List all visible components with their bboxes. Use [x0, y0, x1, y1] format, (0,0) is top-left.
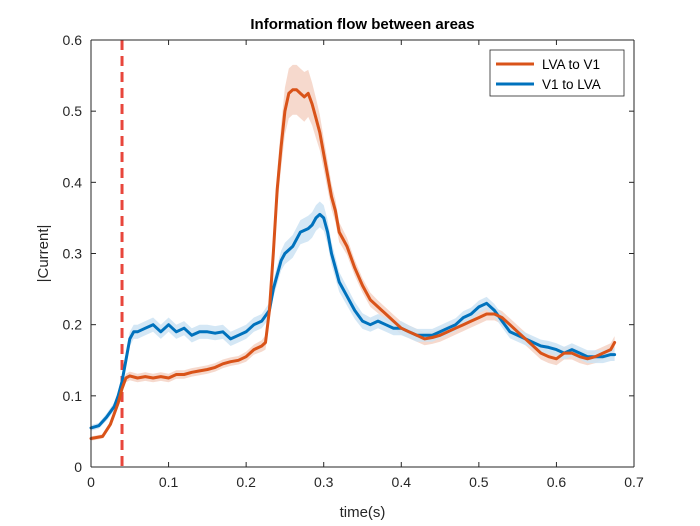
plot-area — [91, 40, 634, 467]
x-tick-label: 0.1 — [159, 474, 179, 490]
y-tick-label: 0.4 — [63, 174, 83, 190]
y-tick-label: 0.6 — [63, 32, 83, 48]
x-tick-label: 0.2 — [236, 474, 256, 490]
x-tick-label: 0.7 — [624, 474, 644, 490]
x-tick-label: 0.3 — [314, 474, 334, 490]
series-line-v1-to-lva — [89, 212, 617, 430]
legend-label-lva-to-v1: LVA to V1 — [542, 57, 600, 72]
x-tick-label: 0 — [87, 474, 95, 490]
y-tick-label: 0.2 — [63, 317, 83, 333]
x-axis-ticks: 0 0.1 0.2 0.3 0.4 0.5 0.6 0.7 — [87, 40, 644, 490]
x-tick-label: 0.4 — [392, 474, 412, 490]
legend-label-v1-to-lva: V1 to LVA — [542, 77, 601, 92]
x-axis-label: time(s) — [340, 504, 386, 521]
series-line-lva-to-v1 — [89, 88, 617, 440]
x-tick-label: 0.5 — [469, 474, 489, 490]
legend-box — [489, 49, 625, 97]
y-tick-label: 0.3 — [63, 246, 83, 262]
legend: LVA to V1 V1 to LVA — [489, 49, 625, 97]
y-axis-label: |Current| — [35, 225, 52, 283]
y-tick-label: 0.1 — [63, 388, 83, 404]
y-axis-ticks: 0 0.1 0.2 0.3 0.4 0.5 0.6 — [63, 32, 634, 475]
x-tick-label: 0.6 — [547, 474, 567, 490]
y-tick-label: 0.5 — [63, 103, 83, 119]
chart-title: Information flow between areas — [250, 16, 474, 33]
series-lines — [89, 88, 617, 440]
y-tick-label: 0 — [74, 459, 82, 475]
